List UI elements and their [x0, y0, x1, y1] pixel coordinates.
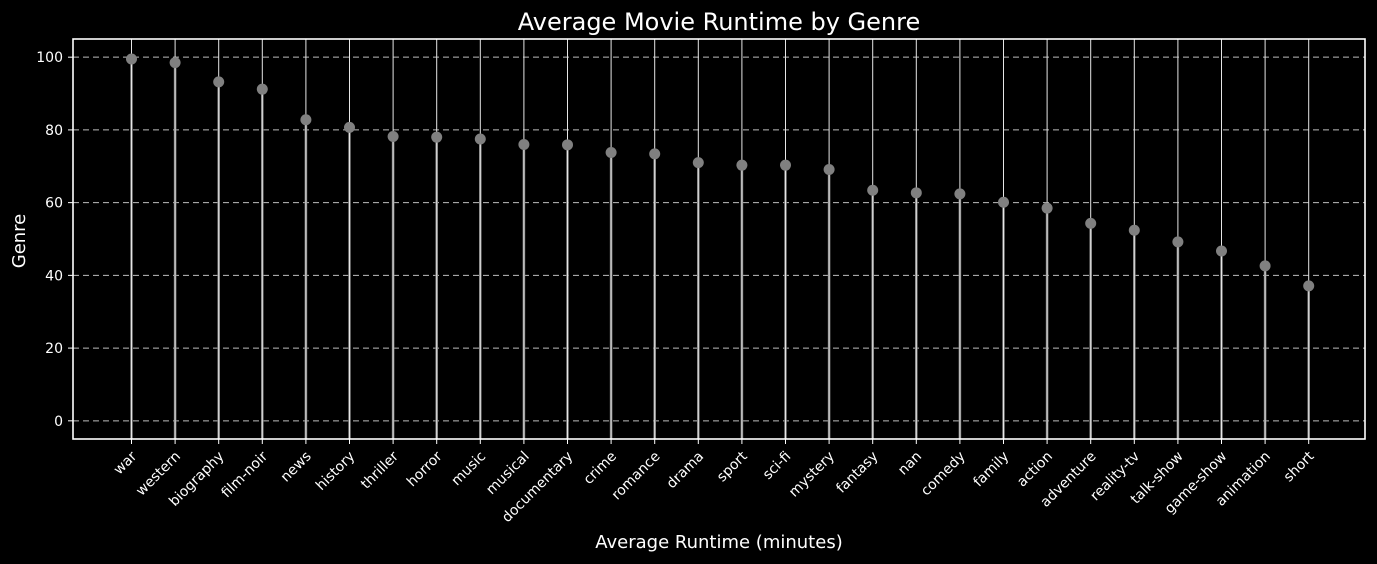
marker-western [169, 57, 181, 69]
y-tick-label: 100 [36, 50, 63, 66]
marker-family [998, 196, 1009, 208]
marker-talk-show [1172, 236, 1184, 248]
y-tick-label: 20 [45, 341, 63, 357]
marker-sport [736, 159, 748, 171]
marker-music [474, 133, 486, 145]
marker-documentary [562, 139, 573, 151]
marker-musical [518, 138, 530, 150]
marker-film-noir [256, 83, 268, 95]
marker-thriller [387, 130, 399, 142]
marker-fantasy [867, 184, 879, 196]
marker-sci-fi [780, 159, 791, 171]
marker-romance [649, 148, 661, 160]
marker-horror [431, 131, 443, 143]
markers [126, 53, 1315, 292]
marker-drama [692, 157, 704, 169]
x-axis-label: Average Runtime (minutes) [595, 532, 842, 553]
marker-short [1303, 280, 1315, 292]
y-tick-label: 60 [45, 196, 63, 212]
y-axis-label: Genre [9, 214, 30, 269]
y-tick-labels: 0 20 40 60 80 100 [36, 50, 73, 430]
grid-lines [73, 56, 1365, 422]
marker-nan [910, 187, 922, 199]
chart-title: Average Movie Runtime by Genre [518, 8, 920, 36]
category-guide-lines [131, 39, 1310, 439]
marker-mystery [823, 164, 835, 176]
marker-game-show [1216, 245, 1227, 257]
y-tick-label: 0 [54, 414, 63, 430]
plot-frame [72, 38, 1366, 440]
marker-comedy [954, 188, 966, 200]
marker-crime [605, 146, 617, 158]
y-tick-label: 80 [45, 123, 63, 139]
marker-action [1041, 202, 1053, 214]
marker-reality-tv [1128, 224, 1140, 236]
marker-history [344, 121, 355, 133]
y-tick-label: 40 [45, 268, 63, 284]
marker-war [126, 53, 137, 65]
marker-news [300, 114, 312, 126]
marker-adventure [1085, 217, 1097, 229]
marker-animation [1259, 260, 1271, 272]
marker-biography [213, 76, 225, 88]
